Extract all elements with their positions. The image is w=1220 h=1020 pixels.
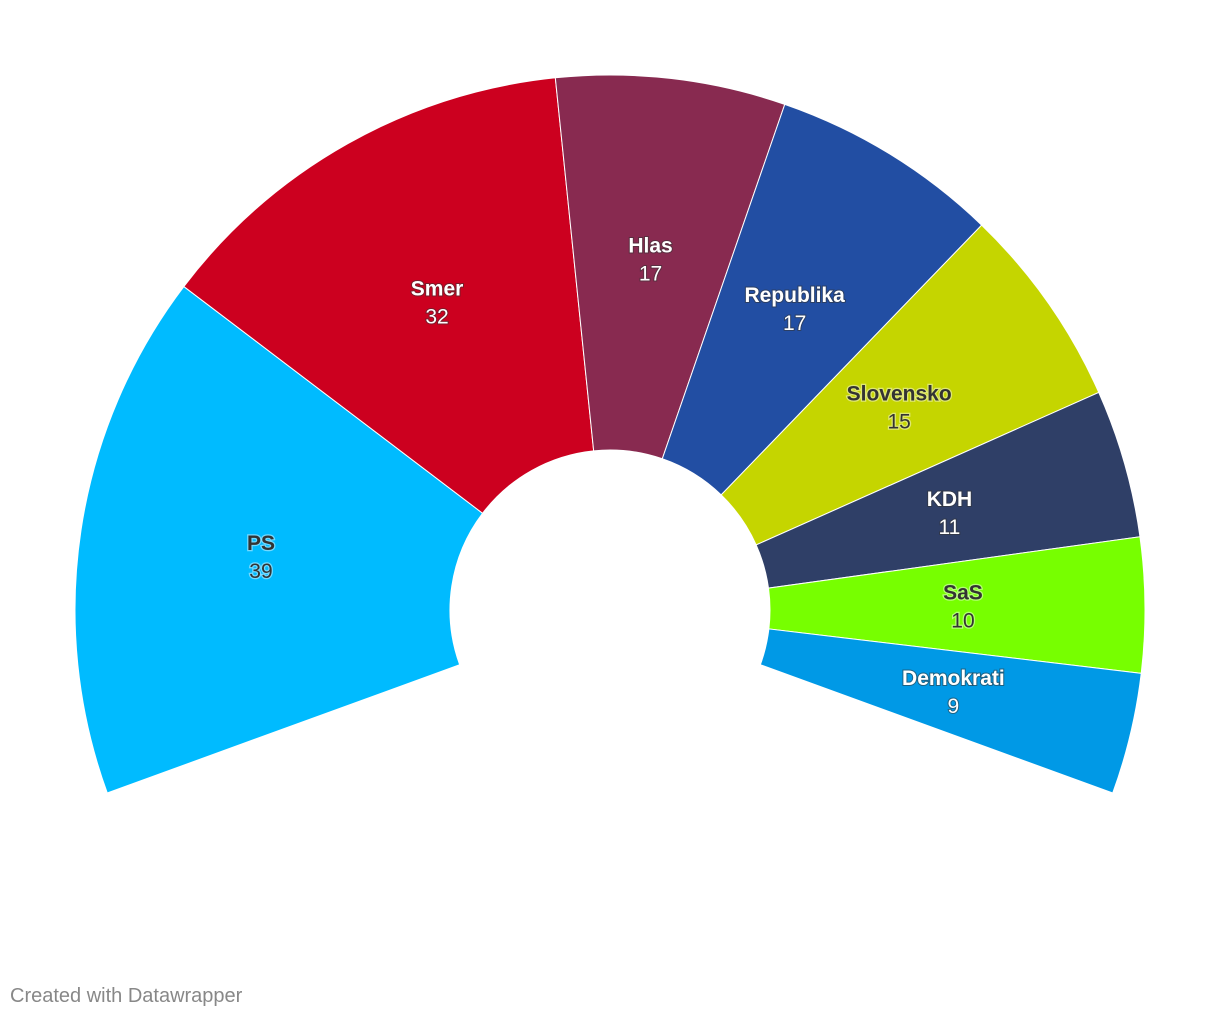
seat-count-label: 9 (948, 695, 960, 718)
party-name-label: Smer (411, 277, 464, 300)
party-name-label: Slovensko (847, 383, 952, 406)
seat-count-label: 11 (939, 516, 961, 539)
party-name-label: Demokrati (902, 667, 1005, 690)
segment-ps[interactable] (74, 285, 484, 794)
seat-count-label: 39 (249, 560, 272, 583)
datawrapper-credit[interactable]: Created with Datawrapper (10, 985, 243, 1007)
party-name-label: Republika (744, 284, 845, 307)
party-name-label: PS (247, 532, 275, 555)
parliament-chart: PS 39 Smer 32 Hlas 17 Republika 17 Slovensko 15 KD… (74, 74, 1146, 794)
segment-republika[interactable] (661, 103, 983, 496)
seat-count-label: 17 (783, 312, 806, 335)
segment-hlas[interactable] (554, 74, 786, 460)
segment-label-sas: SaS 10 (942, 580, 984, 634)
segment-label-republika: Republika 17 (743, 283, 846, 336)
segment-label-demokrati: Demokrati 9 (901, 666, 1006, 719)
party-name-label: Hlas (628, 234, 672, 257)
segment-label-ps: PS 39 (246, 531, 277, 585)
seat-count-label: 10 (951, 610, 974, 633)
segment-label-kdh: KDH 11 (926, 487, 974, 540)
segment-label-slovensko: Slovensko 15 (845, 381, 953, 435)
seat-count-label: 17 (639, 262, 662, 285)
chart-area: PS 39 Smer 32 Hlas 17 Republika 17 Slovensko 15 KD… (74, 74, 1146, 794)
segment-label-hlas: Hlas 17 (627, 233, 673, 286)
segment-smer[interactable] (183, 77, 595, 514)
party-name-label: SaS (943, 582, 983, 605)
seat-count-label: 32 (425, 305, 448, 328)
segment-slovensko[interactable] (720, 224, 1100, 546)
party-name-label: KDH (927, 488, 973, 511)
seat-count-label: 15 (887, 411, 910, 434)
segment-label-smer: Smer 32 (410, 276, 465, 329)
segment-demokrati[interactable] (759, 628, 1142, 794)
